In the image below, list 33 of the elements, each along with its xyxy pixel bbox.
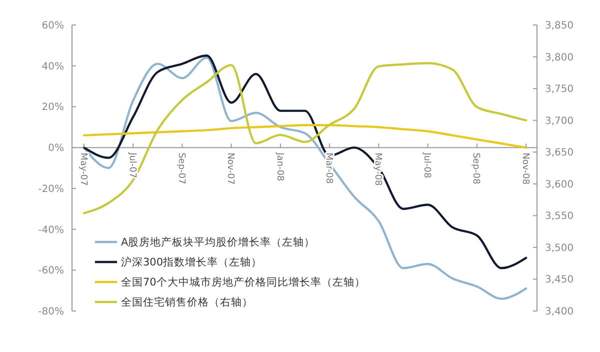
y-tick-label: -80% — [38, 306, 64, 318]
x-tick-label: Mar-08 — [323, 152, 334, 184]
y2-tick-label: 3,850 — [545, 20, 574, 32]
y2-tick-label: 3,500 — [545, 242, 574, 254]
legend-label: 全国70个大中城市房地产价格同比增长率（左轴） — [121, 276, 366, 289]
legend-label: A股房地产板块平均股价增长率（左轴） — [121, 236, 316, 249]
y-tick-label: -60% — [38, 266, 64, 277]
x-tick-label: Nov-08 — [520, 152, 530, 185]
x-tick-label: Jan-08 — [274, 152, 284, 182]
x-tick-label: May-08 — [372, 152, 383, 186]
y2-tick-label: 3,450 — [545, 274, 574, 286]
y2-tick-label: 3,400 — [545, 306, 574, 318]
legend-label: 沪深300指数增长率（左轴） — [121, 256, 262, 269]
y2-tick-label: 3,800 — [545, 52, 574, 64]
y-tick-label: 40% — [42, 61, 64, 72]
y-tick-label: 60% — [42, 20, 64, 32]
x-tick-label: Sep-07 — [176, 152, 186, 184]
x-tick-label: May-07 — [78, 152, 88, 186]
y2-tick-label: 3,750 — [545, 84, 574, 96]
y-tick-label: -20% — [38, 184, 64, 195]
y-tick-label: -40% — [38, 224, 64, 236]
x-tick-label: Sep-08 — [470, 152, 481, 185]
legend-label: 全国住宅销售价格（右轴） — [121, 296, 253, 309]
y2-tick-label: 3,600 — [545, 179, 574, 190]
y2-tick-label: 3,700 — [545, 116, 574, 127]
line-series — [82, 124, 528, 149]
y2-tick-label: 3,650 — [545, 148, 574, 159]
x-tick-label: Jul-08 — [422, 152, 432, 178]
x-tick-label: Jul-07 — [126, 152, 137, 178]
y-tick-label: 20% — [42, 102, 64, 114]
x-tick-label: Nov-07 — [225, 152, 236, 185]
y2-tick-label: 3,550 — [545, 211, 574, 222]
y-tick-label: 0% — [48, 143, 64, 154]
